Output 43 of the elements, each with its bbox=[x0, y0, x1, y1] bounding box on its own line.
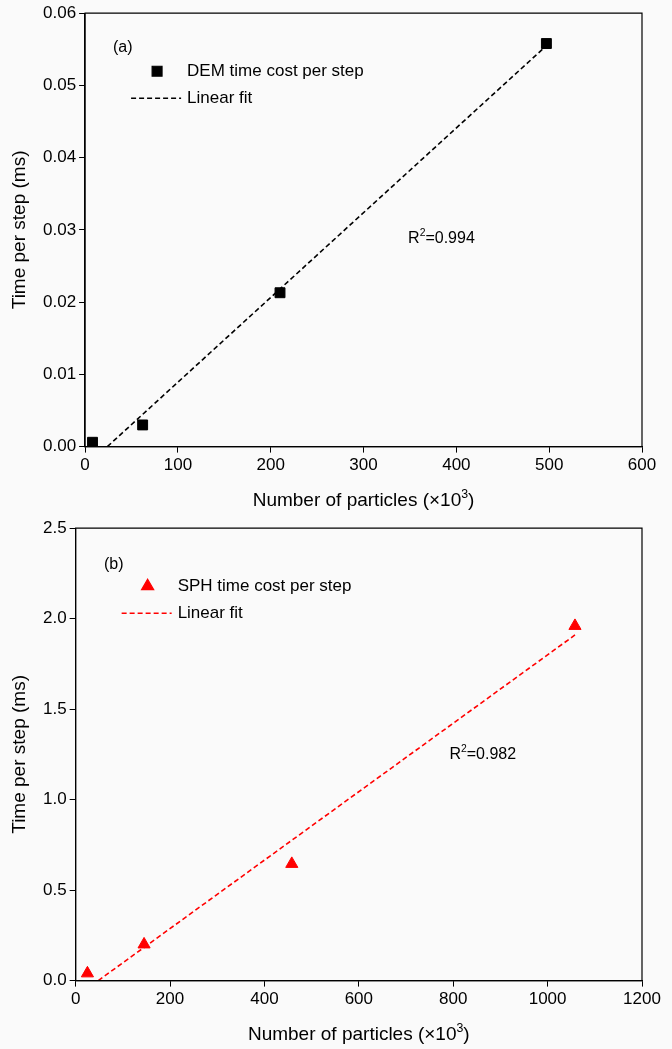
x-tick-label: 0 bbox=[70, 989, 81, 1009]
y-axis-title: Time per step (ms) bbox=[8, 150, 30, 310]
legend-label: SPH time cost per step bbox=[177, 575, 352, 595]
x-tick-label: 1000 bbox=[528, 989, 567, 1009]
x-tick-label: 1200 bbox=[623, 989, 661, 1009]
x-tick-label: 200 bbox=[256, 455, 285, 475]
annotation: (a) bbox=[112, 38, 133, 56]
point bbox=[87, 436, 98, 447]
y-tick-label: 1.0 bbox=[42, 789, 67, 809]
y-axis-title: Time per step (ms) bbox=[8, 675, 30, 834]
point bbox=[568, 618, 582, 630]
x-tick-label: 100 bbox=[163, 455, 193, 475]
y-tick-label: 0.06 bbox=[42, 2, 77, 22]
y-tick-label: 0.5 bbox=[42, 879, 67, 899]
point bbox=[137, 419, 149, 431]
x-tick-label: 400 bbox=[442, 455, 471, 475]
y-tick-label: 2.0 bbox=[42, 608, 67, 628]
x-tick-label: 200 bbox=[155, 989, 185, 1009]
point bbox=[540, 38, 552, 49]
y-tick-label: 0.01 bbox=[42, 364, 77, 384]
legend-label: Linear fit bbox=[177, 602, 244, 622]
y-tick-label: 0.00 bbox=[42, 436, 77, 456]
x-tick-label: 0 bbox=[80, 455, 90, 475]
point bbox=[80, 965, 94, 978]
y-tick-label: 0.04 bbox=[42, 147, 77, 167]
point bbox=[274, 287, 286, 299]
y-tick-label: 0.05 bbox=[42, 75, 77, 95]
point bbox=[285, 856, 299, 868]
x-tick-label: 800 bbox=[439, 989, 468, 1009]
x-tick-label: 300 bbox=[349, 455, 378, 475]
point bbox=[137, 936, 151, 949]
legend-label: Linear fit bbox=[187, 87, 253, 107]
x-tick-label: 600 bbox=[627, 455, 657, 475]
y-tick-label: 1.5 bbox=[42, 698, 67, 718]
y-tick-label: 0.03 bbox=[42, 219, 77, 239]
x-tick-label: 500 bbox=[534, 455, 564, 475]
x-tick-label: 600 bbox=[344, 989, 373, 1009]
annotation: (b) bbox=[103, 554, 124, 572]
y-tick-label: 2.5 bbox=[42, 517, 67, 537]
x-tick-label: 400 bbox=[250, 989, 279, 1009]
y-tick-label: 0.02 bbox=[42, 291, 77, 311]
legend-label: DEM time cost per step bbox=[187, 60, 364, 80]
y-tick-label: 0.0 bbox=[42, 970, 67, 990]
